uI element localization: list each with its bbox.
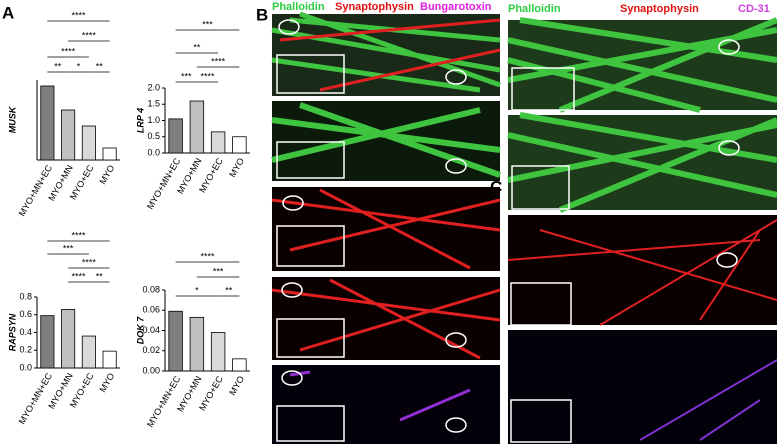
panel-label: A xyxy=(2,3,14,22)
significance-label: ** xyxy=(225,285,233,295)
significance-label: **** xyxy=(71,10,86,20)
y-tick-label: 0.00 xyxy=(142,365,160,375)
y-tick-label: 0.04 xyxy=(142,325,160,335)
y-tick-label: 0.08 xyxy=(142,284,160,294)
bar xyxy=(232,136,247,154)
x-tick-label: MYO xyxy=(97,163,116,186)
bar xyxy=(189,316,205,372)
significance-label: **** xyxy=(200,251,215,261)
x-tick-label: MYO+MN+EC xyxy=(145,374,183,429)
panel-c-images xyxy=(507,17,777,444)
y-tick-label: 0.5 xyxy=(147,131,160,141)
bar xyxy=(210,332,226,372)
y-axis-title: RAPSYN xyxy=(7,313,17,351)
significance-label: *** xyxy=(213,266,224,276)
y-axis-title: DOK 7 xyxy=(135,316,145,345)
bar xyxy=(168,310,183,372)
x-tick-label: MYO+MN+EC xyxy=(17,163,55,218)
bar xyxy=(81,125,96,161)
significance-label: ** xyxy=(193,42,201,52)
bar xyxy=(40,315,55,369)
bar xyxy=(232,358,247,372)
y-tick-label: 0.2 xyxy=(19,345,32,355)
significance-label: ** xyxy=(54,61,62,71)
stain-label: CD-31 xyxy=(738,3,770,15)
x-tick-label: MYO xyxy=(227,374,246,397)
significance-label: * xyxy=(195,285,199,295)
bar xyxy=(40,85,55,161)
bar xyxy=(168,118,183,154)
y-tick-label: 2.0 xyxy=(147,82,160,92)
significance-label: *** xyxy=(63,243,74,253)
y-tick-label: 1.0 xyxy=(147,115,160,125)
significance-label: **** xyxy=(200,71,215,81)
stain-label: Synaptophysin xyxy=(620,3,699,15)
bar xyxy=(189,100,205,154)
x-tick-label: MYO xyxy=(97,371,116,394)
significance-label: ** xyxy=(96,271,104,281)
x-tick-label: MYO+MN+EC xyxy=(145,156,183,211)
significance-label: *** xyxy=(202,19,213,29)
y-tick-label: 0.0 xyxy=(19,362,32,372)
x-tick-label: MYO xyxy=(227,156,246,179)
bar xyxy=(210,131,226,154)
y-tick-label: 0.06 xyxy=(142,305,160,315)
stain-label: Bungarotoxin xyxy=(420,1,492,13)
y-axis-title: MUSK xyxy=(7,105,17,133)
bar xyxy=(102,147,117,161)
bar xyxy=(102,350,117,369)
significance-label: **** xyxy=(61,46,76,56)
panel-b-images xyxy=(271,11,501,444)
y-tick-label: 0.0 xyxy=(147,147,160,157)
x-tick-label: MYO+MN+EC xyxy=(17,371,55,426)
stain-label: Synaptophysin xyxy=(335,1,414,13)
significance-label: **** xyxy=(211,56,226,66)
significance-label: **** xyxy=(82,30,97,40)
panel-label: B xyxy=(256,5,268,24)
bar xyxy=(61,109,76,161)
y-tick-label: 0.4 xyxy=(19,327,32,337)
y-tick-label: 1.5 xyxy=(147,99,160,109)
significance-label: * xyxy=(77,61,81,71)
significance-label: **** xyxy=(71,271,86,281)
bar xyxy=(81,335,96,369)
stain-label: Phalloidin xyxy=(508,3,561,15)
bar xyxy=(61,309,76,369)
y-tick-label: 0.02 xyxy=(142,345,160,355)
stain-label: Phalloidin xyxy=(272,1,325,13)
significance-label: *** xyxy=(181,71,192,81)
y-tick-label: 0.8 xyxy=(19,291,32,301)
significance-label: ** xyxy=(96,61,104,71)
significance-label: **** xyxy=(71,230,86,240)
y-axis-title: LRP 4 xyxy=(135,108,145,133)
significance-label: **** xyxy=(82,257,97,267)
y-tick-label: 0.6 xyxy=(19,309,32,319)
